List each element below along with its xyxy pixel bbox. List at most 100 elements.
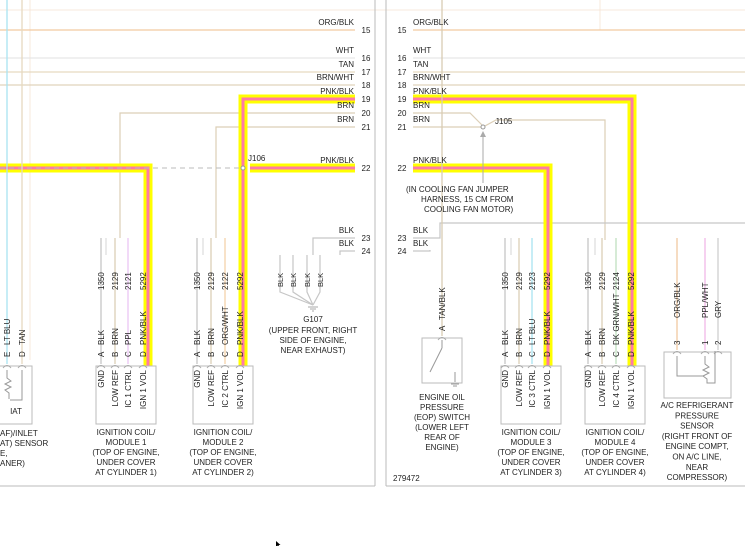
wire-pnkblk — [413, 166, 550, 366]
wire-pnkblk — [241, 97, 355, 366]
connector-pin-number: 20 — [362, 109, 371, 118]
wire-color-label: TAN — [413, 60, 429, 69]
wire-color-label: TAN — [18, 329, 27, 345]
pin-letter: C — [528, 351, 537, 357]
pin-function: IGN 1 VOL — [627, 369, 636, 409]
wire-blk — [413, 250, 431, 252]
ignition-coil-module-box — [95, 365, 157, 425]
pin-function: IC 3 CTRL — [528, 369, 537, 407]
ground-location: (UPPER FRONT, RIGHT — [269, 326, 358, 335]
wire-color-label: BLK — [339, 226, 355, 235]
component-label: AT CYLINDER 2) — [192, 468, 254, 477]
ground-wire-label: BLK — [276, 273, 285, 287]
pin-function: IC 4 CTRL — [612, 369, 621, 407]
wire-color-label: BLK — [97, 329, 106, 345]
pin-function: IC 1 CTRL — [124, 369, 133, 407]
circuit-number: 2129 — [111, 272, 120, 290]
component-label: IGNITION COIL/ — [97, 428, 156, 437]
circuit-number: 1350 — [193, 272, 202, 290]
component-label: IGNITION COIL/ — [194, 428, 253, 437]
wire-color-label: BRN — [207, 328, 216, 345]
circuit-number: 2129 — [515, 272, 524, 290]
connector-pin-number: 21 — [362, 123, 371, 132]
wire-color-label: BRN/WHT — [413, 73, 450, 82]
pin-terminal-icon — [700, 351, 710, 355]
component-label: AF)/INLET — [0, 429, 38, 438]
ac-pressure-sensor-box — [663, 351, 732, 399]
component-label: (RIGHT FRONT OF — [662, 432, 732, 441]
component-label: (TOP OF ENGINE, — [189, 448, 256, 457]
circuit-number: 1350 — [501, 272, 510, 290]
circuit-number: 2129 — [598, 272, 607, 290]
connector-pin-number: 15 — [398, 26, 407, 35]
component-label: UNDER COVER — [585, 458, 644, 467]
component-label: (TOP OF ENGINE, — [497, 448, 564, 457]
pin-function: GND — [584, 370, 593, 388]
pin-terminal-icon — [514, 365, 524, 369]
pin-letter: A — [193, 351, 202, 357]
wire-color-label: PPL/WHT — [701, 282, 710, 318]
splice-location-note: COOLING FAN MOTOR) — [424, 205, 514, 214]
circuit-number: 5292 — [627, 272, 636, 290]
connector-pin-number: 24 — [398, 247, 407, 256]
circuit-number: 1350 — [97, 272, 106, 290]
wire-color-label: BLK — [584, 329, 593, 345]
component-label: IGNITION COIL/ — [586, 428, 645, 437]
pin-letter: 1 — [701, 340, 710, 345]
thermistor-icon — [3, 370, 23, 401]
pin-letter: B — [598, 352, 607, 357]
wire-color-label: BRN — [515, 328, 524, 345]
splice-j106-icon — [240, 165, 246, 171]
wire-pnkblk — [413, 97, 634, 366]
component-label: NEAR — [686, 463, 708, 472]
pin-letter: C — [612, 351, 621, 357]
pin-letter: E — [3, 352, 12, 357]
connector-pin-number: 23 — [398, 234, 407, 243]
connector-pin-number: 18 — [398, 81, 407, 90]
ground-location: NEAR EXHAUST) — [281, 346, 346, 355]
component-label: COMPRESSOR) — [667, 473, 728, 482]
component-label: MODULE 3 — [511, 438, 552, 447]
component-label: UNDER COVER — [193, 458, 252, 467]
connector-pin-number: 22 — [398, 164, 407, 173]
pin-letter: C — [124, 351, 133, 357]
circuit-number: 5292 — [543, 272, 552, 290]
splice-label: J106 — [248, 154, 266, 163]
pin-function: LOW REF — [515, 370, 524, 407]
pin-function: IGN 1 VOL — [543, 369, 552, 409]
pin-terminal-icon — [597, 365, 607, 369]
ground-wire-label: BLK — [303, 273, 312, 287]
component-label: ENGINE) — [425, 443, 459, 452]
connector-pin-number: 19 — [398, 95, 407, 104]
wire-color-label: ORG/BLK — [413, 18, 449, 27]
ignition-coil-module-box — [584, 365, 646, 425]
sensor-inner-label: IAT — [10, 407, 22, 416]
pin-function: IGN 1 VOL — [139, 369, 148, 409]
wire-color-label: BLK — [501, 329, 510, 345]
circuit-number: 2123 — [528, 272, 537, 290]
component-label: A/C REFRIGERANT — [661, 401, 734, 410]
pin-function: IGN 1 VOL — [236, 369, 245, 409]
wire-color-label: PNK/BLK — [543, 311, 552, 345]
diagram-id: 279472 — [393, 474, 420, 483]
circuit-number: 2121 — [124, 272, 133, 290]
pin-letter: A — [584, 351, 593, 357]
pin-terminal-icon — [206, 365, 216, 369]
pin-terminal-icon — [437, 337, 447, 341]
component-label: (TOP OF ENGINE, — [92, 448, 159, 457]
wire-color-label: LT BLU — [528, 318, 537, 345]
component-label: MODULE 1 — [106, 438, 147, 447]
pin-function: GND — [193, 370, 202, 388]
wire-color-label: PNK/BLK — [413, 156, 447, 165]
wire-color-label: BRN/WHT — [317, 73, 354, 82]
pin-letter: D — [139, 351, 148, 357]
wire-color-label: BLK — [339, 239, 355, 248]
ground-label: G107 — [303, 315, 323, 324]
connector-pin-number: 22 — [362, 164, 371, 173]
arrow-head-icon — [480, 131, 486, 137]
ground-icon — [308, 306, 318, 312]
pin-terminal-icon — [138, 365, 148, 369]
wire-color-label: WHT — [336, 46, 354, 55]
pin-letter: A — [97, 351, 106, 357]
pin-letter: 2 — [714, 340, 723, 345]
